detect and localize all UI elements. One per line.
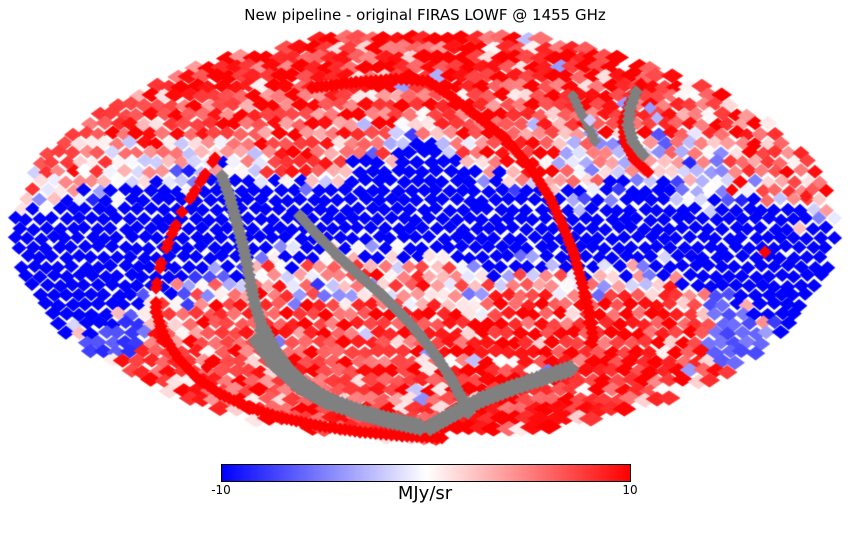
colorbar-unit-label: MJy/sr [397, 483, 453, 504]
colorbar-max-tick-label: 10 [622, 483, 638, 497]
colorbar-min-tick-label: -10 [211, 483, 231, 497]
chart-title: New pipeline - original FIRAS LOWF @ 145… [244, 6, 606, 24]
colorbar-gradient [221, 464, 631, 482]
